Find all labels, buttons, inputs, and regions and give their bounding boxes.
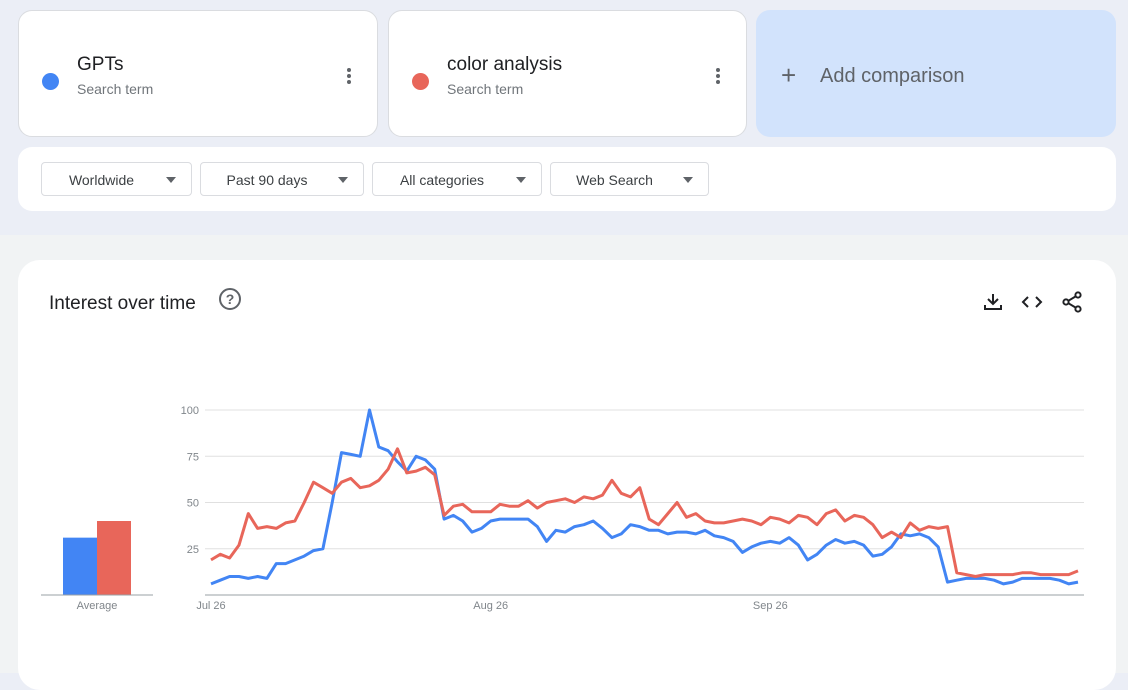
search-type-dropdown[interactable]: Web Search bbox=[550, 162, 709, 196]
time-range-dropdown[interactable]: Past 90 days bbox=[200, 162, 364, 196]
share-icon[interactable] bbox=[1060, 290, 1084, 314]
term-name: GPTs bbox=[77, 54, 124, 75]
caret-down-icon bbox=[516, 177, 526, 183]
average-label: Average bbox=[77, 600, 118, 612]
time-range-value: Past 90 days bbox=[226, 172, 308, 188]
embed-code-icon[interactable] bbox=[1020, 290, 1044, 314]
category-dropdown[interactable]: All categories bbox=[372, 162, 542, 196]
x-tick-label: Jul 26 bbox=[196, 600, 225, 612]
term-type-label: Search term bbox=[77, 81, 154, 97]
x-tick-label: Aug 26 bbox=[473, 600, 508, 612]
term-name: color analysis bbox=[447, 54, 563, 75]
term-type-label: Search term bbox=[447, 81, 524, 97]
add-comparison-label: Add comparison bbox=[820, 65, 965, 87]
y-tick-label: 75 bbox=[187, 451, 199, 463]
interest-over-time-card: Interest over time ? 25 50 75 100 Jul 26 Aug … bbox=[18, 260, 1116, 690]
caret-down-icon bbox=[683, 177, 693, 183]
filter-bar: Worldwide Past 90 days All categories We… bbox=[18, 147, 1116, 211]
caret-down-icon bbox=[338, 177, 348, 183]
y-tick-label: 100 bbox=[181, 405, 199, 417]
search-term-card-gpts[interactable]: GPTs Search term bbox=[18, 10, 378, 137]
more-options-icon[interactable] bbox=[712, 66, 724, 88]
series-color-dot bbox=[42, 73, 59, 90]
download-icon[interactable] bbox=[981, 290, 1005, 314]
average-bar bbox=[63, 537, 97, 595]
chart-title: Interest over time bbox=[49, 293, 196, 314]
more-options-icon[interactable] bbox=[343, 66, 355, 88]
plus-icon: + bbox=[781, 60, 797, 90]
search-type-value: Web Search bbox=[576, 172, 653, 188]
region-value: Worldwide bbox=[68, 172, 135, 188]
category-value: All categories bbox=[399, 172, 485, 188]
y-tick-label: 50 bbox=[187, 498, 199, 510]
caret-down-icon bbox=[166, 177, 176, 183]
add-comparison-button[interactable]: + Add comparison bbox=[756, 10, 1116, 137]
series-line-1 bbox=[210, 447, 1079, 578]
search-term-card-color-analysis[interactable]: color analysis Search term bbox=[388, 10, 747, 137]
y-tick-label: 25 bbox=[187, 544, 199, 556]
region-dropdown[interactable]: Worldwide bbox=[41, 162, 192, 196]
x-tick-label: Sep 26 bbox=[753, 600, 788, 612]
series-color-dot bbox=[412, 73, 429, 90]
help-icon[interactable]: ? bbox=[219, 288, 241, 310]
interest-over-time-chart: 25 50 75 100 Jul 26 Aug 26 Sep 26 Average bbox=[41, 405, 1084, 612]
average-bar bbox=[97, 521, 131, 595]
series-line-0 bbox=[210, 408, 1079, 586]
